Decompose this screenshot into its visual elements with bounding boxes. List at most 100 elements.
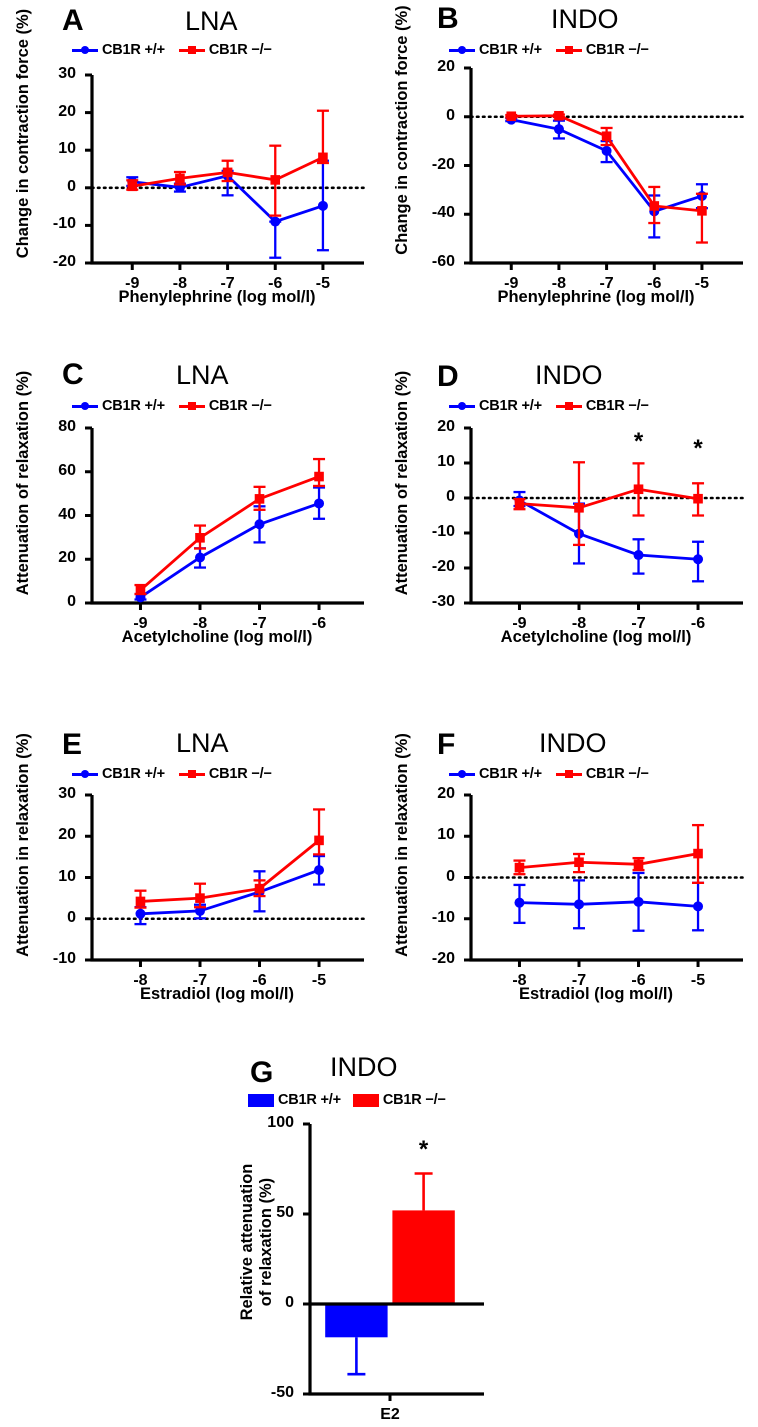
data-point-marker — [553, 124, 564, 135]
panel-title-d: INDO — [535, 360, 603, 390]
bar-cb1r-ko — [392, 1210, 455, 1304]
data-point-marker — [254, 494, 265, 504]
data-point-marker — [601, 145, 612, 156]
x-axis-label: Phenylephrine (log mol/l) — [497, 288, 695, 306]
legend-swatch-blue-line-icon — [449, 44, 475, 56]
y-tick-label: 0 — [446, 488, 455, 505]
y-tick-label: 40 — [58, 505, 76, 523]
data-point-marker — [693, 901, 704, 912]
data-point-marker — [693, 554, 704, 565]
legend-swatch-blue-line-icon — [449, 768, 475, 780]
plot-area-e — [85, 793, 366, 967]
legend-marker-square-icon — [187, 402, 196, 410]
legend-swatch-red-line-icon — [178, 400, 205, 412]
x-tick-label: -6 — [690, 615, 706, 632]
panel-letter-b: B — [437, 2, 459, 35]
legend-swatch-red-line-icon — [555, 44, 582, 56]
legend-swatch-blue-bar-icon — [248, 1093, 274, 1107]
x-tick-label: E2 — [380, 1406, 400, 1423]
series-line-cb1r-wt — [139, 502, 320, 599]
data-point-marker — [195, 533, 205, 543]
series-line-cb1r-ko — [519, 487, 699, 510]
y-tick-label: 10 — [58, 140, 76, 158]
panel-letter-e: E — [62, 728, 83, 761]
data-point-marker — [135, 908, 146, 919]
legend-marker-square-icon — [564, 402, 573, 410]
data-point-marker — [554, 110, 564, 121]
panel-letter-d: D — [437, 360, 459, 393]
panel-letter-g: G — [250, 1056, 274, 1089]
data-point-marker — [633, 896, 644, 907]
panel-title-e: LNA — [176, 728, 229, 758]
legend-swatch-red-line-icon — [555, 768, 582, 780]
data-point-marker — [270, 216, 281, 227]
significance-asterisk: * — [418, 1135, 429, 1163]
x-tick-label: -9 — [125, 275, 140, 292]
legend-entry-cb1r-wt: CB1R +/+ — [449, 766, 542, 782]
data-point-marker — [254, 883, 265, 894]
x-axis-label: Estradiol (log mol/l) — [518, 985, 673, 1003]
legend-swatch-red-line-icon — [178, 44, 205, 56]
series-line-cb1r-wt — [140, 868, 320, 916]
y-axis-label-line2: of relaxation (%) — [256, 1177, 275, 1307]
x-tick-label: -7 — [192, 972, 208, 989]
legend-label: CB1R −/− — [208, 42, 272, 58]
legend-e: CB1R +/+ CB1R −/− — [72, 766, 272, 782]
x-tick-label: -8 — [551, 275, 567, 292]
legend-marker-circle-icon — [81, 46, 89, 54]
x-tick-label: -6 — [311, 615, 327, 632]
y-tick-label: 0 — [446, 106, 455, 124]
y-axis-label-line1: Relative attenuation — [238, 1163, 256, 1321]
panel-f: F INDO CB1R +/+ CB1R −/− Attenuation in rela… — [379, 690, 758, 1030]
x-tick-label: -7 — [631, 615, 646, 632]
legend-entry-cb1r-wt: CB1R +/+ — [449, 398, 542, 414]
y-tick-label: 50 — [276, 1204, 294, 1221]
y-tick-label: -10 — [431, 523, 455, 540]
x-tick-label: -5 — [311, 972, 327, 989]
y-tick-label: 0 — [446, 867, 455, 885]
series-line-cb1r-wt — [518, 499, 699, 561]
legend-entry-cb1r-wt: CB1R +/+ — [449, 42, 542, 58]
panel-a: A LNA CB1R +/+ CB1R −/− Change in contractio… — [0, 0, 379, 340]
bar-cb1r-wt — [325, 1304, 388, 1338]
panel-title-c: LNA — [176, 360, 229, 390]
plot-area-d — [464, 426, 745, 610]
y-tick-label: 20 — [437, 58, 455, 75]
legend-swatch-blue-line-icon — [72, 768, 98, 780]
y-axis-label: Relative attenuation of relaxation (%) — [238, 1092, 276, 1392]
x-axis-label: Estradiol (log mol/l) — [139, 985, 294, 1003]
x-tick-label: -7 — [220, 275, 235, 292]
panel-b: B INDO CB1R +/+ CB1R −/− Change in contracti… — [379, 0, 758, 340]
data-point-marker — [317, 200, 328, 211]
y-axis-label: Attenuation in relaxation (%) — [14, 733, 32, 957]
y-tick-label: -50 — [270, 1384, 294, 1401]
legend-entry-cb1r-ko: CB1R −/− — [555, 398, 649, 414]
y-tick-label: 10 — [437, 453, 455, 470]
y-tick-label: -10 — [52, 215, 76, 233]
legend-label: CB1R +/+ — [479, 398, 542, 414]
y-tick-label: 20 — [437, 418, 455, 435]
legend-label: CB1R −/− — [585, 398, 649, 414]
legend-c: CB1R +/+ CB1R −/− — [72, 398, 272, 414]
y-tick-label: 20 — [58, 549, 76, 567]
panel-title-b: INDO — [551, 4, 619, 34]
legend-swatch-red-line-icon — [178, 768, 205, 780]
significance-asterisk: * — [693, 435, 703, 462]
y-tick-label: 10 — [58, 867, 76, 885]
legend-swatch-blue-line-icon — [449, 400, 475, 412]
x-tick-label: -7 — [599, 275, 614, 292]
legend-entry-cb1r-ko: CB1R −/− — [555, 42, 649, 58]
legend-label: CB1R −/− — [585, 42, 649, 58]
legend-a: CB1R +/+ CB1R −/− — [72, 42, 272, 58]
x-axis-label: Acetylcholine (log mol/l) — [500, 628, 692, 646]
x-tick-label: -5 — [315, 275, 331, 292]
data-point-marker — [194, 552, 205, 563]
data-point-marker — [693, 848, 703, 859]
legend-marker-square-icon — [564, 770, 573, 778]
y-tick-label: 20 — [437, 785, 455, 802]
y-tick-label: 0 — [67, 177, 76, 195]
x-axis-label: Acetylcholine (log mol/l) — [121, 628, 313, 646]
data-point-marker — [318, 152, 328, 163]
y-tick-label: 60 — [58, 461, 76, 479]
